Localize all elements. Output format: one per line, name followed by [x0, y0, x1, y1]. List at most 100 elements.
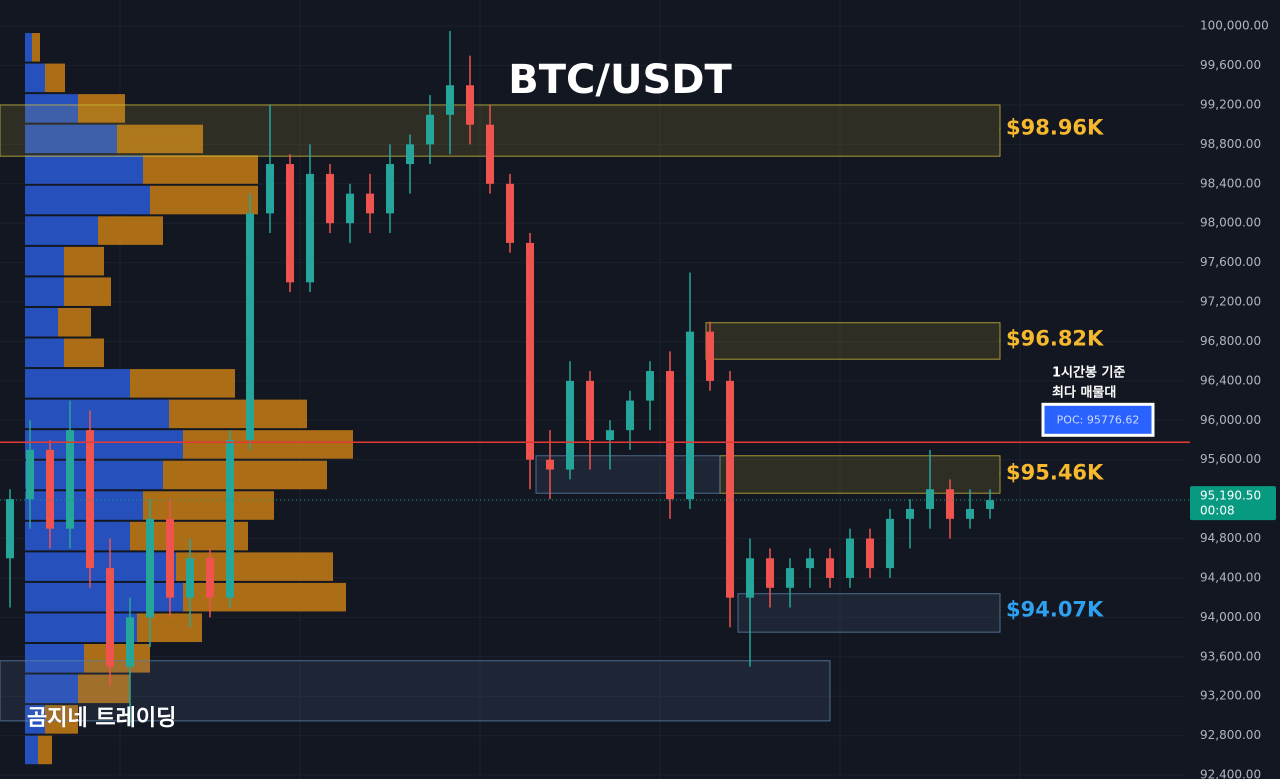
plot — [0, 31, 1190, 765]
zone-label: $98.96K — [1006, 116, 1104, 140]
volume-sell — [32, 33, 40, 62]
candle-body — [366, 193, 374, 214]
candle-body — [686, 331, 694, 500]
candle-body — [346, 193, 354, 224]
candle-body — [986, 500, 994, 509]
candle-body — [586, 380, 594, 441]
candle-body — [786, 568, 794, 588]
grid — [0, 0, 1185, 779]
volume-buy — [25, 491, 143, 520]
volume-sell — [169, 399, 307, 429]
y-tick-label: 92,400.00 — [1200, 768, 1261, 779]
volume-buy — [25, 216, 98, 245]
candle-body — [926, 489, 934, 509]
y-tick-label: 92,800.00 — [1200, 728, 1261, 742]
volume-sell — [183, 430, 353, 459]
watermark: 곰지네 트레이딩 — [27, 706, 176, 731]
y-tick-label: 100,000.00 — [1200, 19, 1269, 33]
candle-body — [826, 558, 834, 578]
poc-box — [1041, 402, 1155, 437]
candle-body — [506, 183, 514, 243]
y-tick-label: 97,600.00 — [1200, 255, 1261, 269]
last-price-label: 95,190.50 — [1200, 489, 1261, 503]
candle-body — [246, 213, 254, 441]
y-tick-label: 99,200.00 — [1200, 97, 1261, 111]
candle-body — [306, 173, 314, 283]
candle-body — [6, 499, 14, 559]
y-tick-label: 97,200.00 — [1200, 295, 1261, 309]
annotation: 1시간봉 기준 — [1052, 365, 1125, 381]
candle-body — [526, 242, 534, 460]
volume-buy — [25, 705, 45, 734]
chart-title: BTC/USDT — [508, 57, 732, 103]
volume-buy — [25, 307, 58, 337]
candle-body — [226, 440, 234, 598]
zone — [0, 104, 1001, 157]
zone-label: $96.82K — [1006, 326, 1104, 350]
candle-body — [846, 538, 854, 578]
volume-buy — [25, 521, 130, 551]
candle-body — [666, 371, 674, 500]
volume-sell — [58, 307, 91, 337]
volume-buy — [25, 124, 117, 154]
volume-sell — [176, 552, 333, 581]
candle-body — [746, 558, 754, 598]
candle-body — [126, 617, 134, 667]
candle-body — [466, 85, 474, 125]
candle-body — [706, 331, 714, 381]
volume-sell — [64, 277, 111, 306]
candle-body — [866, 538, 874, 569]
zone-label: $95.46K — [1006, 461, 1104, 485]
candle-body — [946, 489, 954, 519]
candle-body — [146, 518, 154, 618]
volume-sell — [84, 644, 150, 673]
candle-body — [806, 558, 814, 569]
volume-buy — [25, 63, 45, 93]
volume-sell — [143, 491, 274, 520]
zone — [719, 455, 1001, 494]
volume-buy — [25, 246, 64, 276]
y-tick-label: 94,400.00 — [1200, 570, 1261, 584]
volume-sell — [64, 338, 104, 368]
candle-body — [626, 400, 634, 431]
candle-body — [646, 371, 654, 401]
candle-body — [46, 449, 54, 529]
y-tick-label: 96,400.00 — [1200, 373, 1261, 387]
volume-sell — [64, 246, 104, 276]
candle-body — [106, 568, 114, 667]
volume-buy — [25, 399, 169, 429]
annotation: 최다 매물대 — [1052, 385, 1116, 401]
volume-sell — [45, 705, 78, 734]
candle-body — [326, 173, 334, 224]
y-tick-label: 93,600.00 — [1200, 649, 1261, 663]
candle-body — [426, 114, 434, 145]
candle-body — [966, 508, 974, 519]
volume-sell — [130, 369, 235, 398]
candle-body — [406, 144, 414, 165]
candle-body — [386, 164, 394, 214]
candle-body — [286, 164, 294, 283]
candle-body — [886, 518, 894, 569]
candle-body — [26, 449, 34, 500]
volume-buy — [25, 338, 64, 368]
volume-buy — [25, 277, 64, 306]
volume-sell — [38, 735, 52, 765]
zone — [705, 322, 1001, 360]
candle-body — [86, 430, 94, 569]
candle-body — [206, 558, 214, 598]
volume-buy — [25, 644, 84, 673]
volume-sell — [143, 155, 258, 184]
volume-buy — [25, 33, 32, 62]
candle-body — [906, 508, 914, 519]
volume-sell — [78, 674, 130, 704]
volume-buy — [25, 155, 143, 184]
volume-sell — [137, 613, 202, 643]
volume-sell — [45, 63, 65, 93]
volume-buy — [25, 613, 137, 643]
candle-body — [486, 124, 494, 184]
y-tick-label: 98,800.00 — [1200, 137, 1261, 151]
y-tick-label: 95,600.00 — [1200, 452, 1261, 466]
volume-buy — [25, 185, 150, 215]
